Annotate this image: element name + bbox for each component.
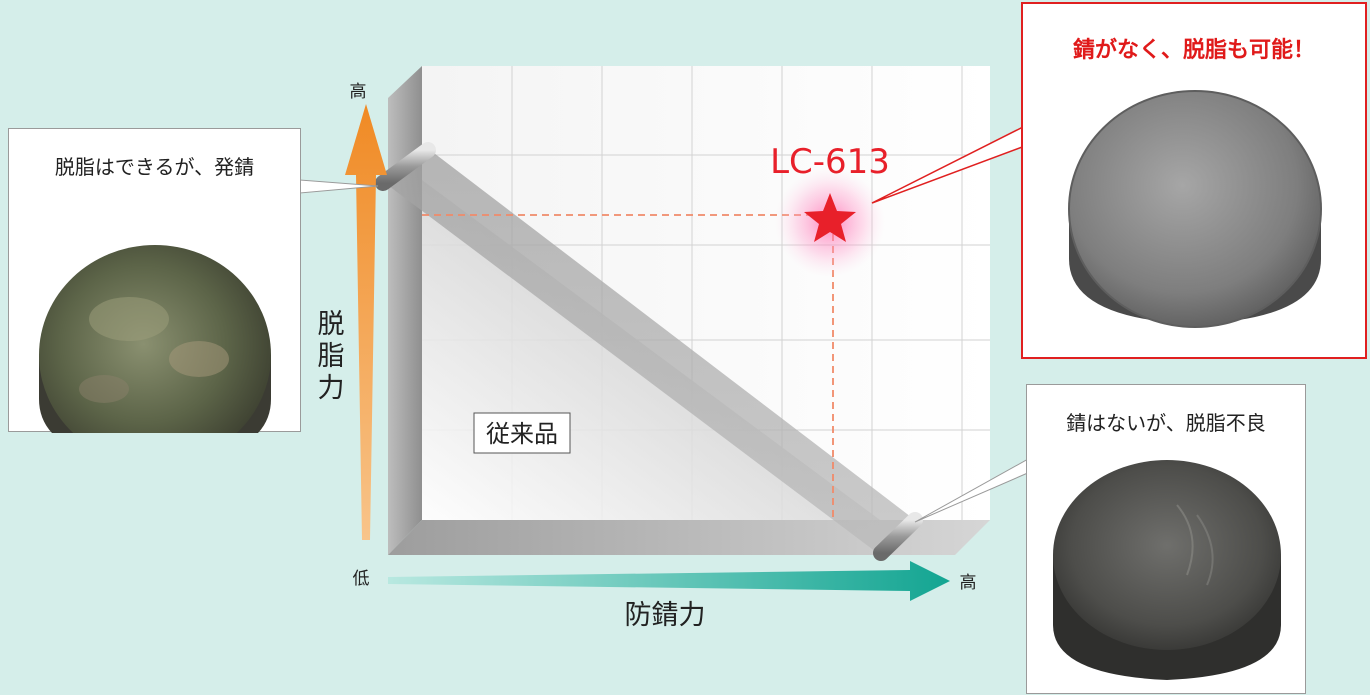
rod-bottom (873, 512, 923, 561)
y-axis-low-label: 低 (353, 569, 370, 589)
y-axis-high-label: 高 (350, 82, 367, 102)
y-axis-arrow (345, 104, 387, 540)
tradeoff-band (385, 150, 915, 555)
x-axis-title: 防錆力 (625, 600, 706, 631)
callout-top-right-text: 錆がなく、脱脂も可能！ (1072, 38, 1315, 63)
svg-text:脱: 脱 (318, 309, 345, 340)
frame-left-face (388, 66, 422, 555)
x-axis-arrow (388, 561, 950, 601)
x-axis-high-label: 高 (960, 573, 977, 593)
callout-right-bottom-text: 錆はないが、脱脂不良 (1066, 411, 1266, 435)
star-icon (804, 193, 856, 242)
callout-left: 脱脂はできるが、発錆 (8, 128, 301, 433)
callout-left-text: 脱脂はできるが、発錆 (54, 155, 255, 179)
clean-sample-image (1068, 90, 1322, 328)
conventional-label-box (473, 412, 571, 454)
svg-text:脂: 脂 (318, 341, 345, 372)
callout-top-right: 錆がなく、脱脂も可能！ (1021, 2, 1367, 359)
svg-text:力: 力 (318, 373, 345, 404)
undegreased-sample-image (1053, 460, 1281, 680)
product-label: LC-613 (770, 142, 890, 182)
callout-right-bottom: 錆はないが、脱脂不良 (1026, 384, 1306, 694)
rusted-sample-image (39, 245, 271, 433)
rod-top (375, 142, 436, 191)
y-axis-title: 脱 脂 力 (318, 309, 345, 404)
conventional-label: 従来品 (486, 420, 558, 448)
frame-bottom-face (388, 520, 990, 555)
